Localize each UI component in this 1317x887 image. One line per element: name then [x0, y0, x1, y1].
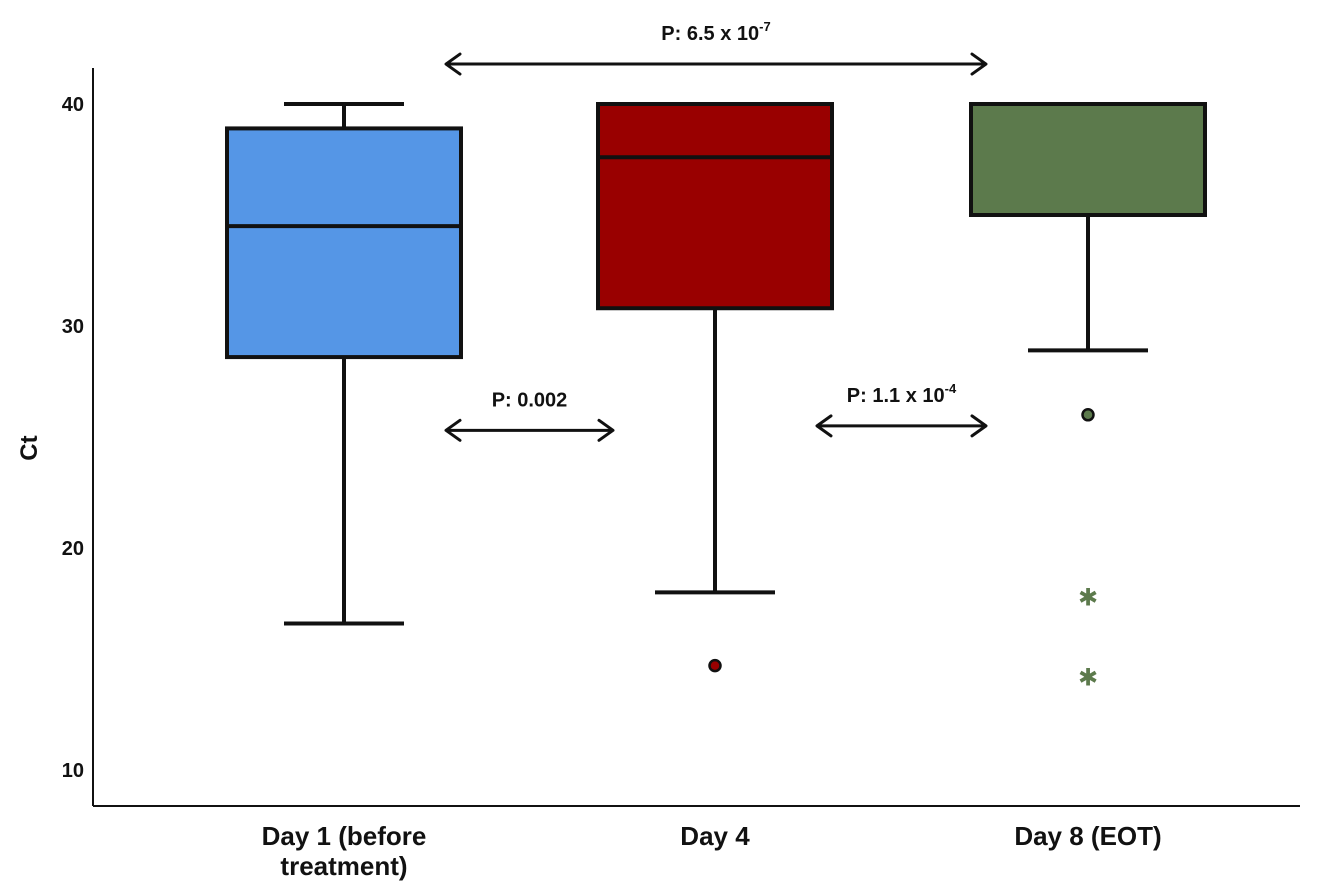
y-tick-label: 10 — [62, 760, 84, 782]
y-axis-title: Ct — [16, 435, 43, 460]
p-value-label: P: 6.5 x 10-7 — [661, 19, 770, 45]
box-iqr — [596, 102, 834, 311]
box-iqr — [969, 102, 1207, 217]
p-value-exponent: -4 — [945, 381, 957, 396]
x-category-label: Day 8 (EOT) — [1014, 821, 1161, 851]
p-value-label: P: 0.002 — [492, 389, 568, 411]
p-value-label: P: 1.1 x 10-4 — [847, 381, 957, 407]
box-group — [596, 102, 834, 673]
significance-arrow: P: 0.002 — [444, 389, 615, 442]
p-value-text: P: 6.5 x 10 — [661, 23, 759, 45]
p-value-exponent: -7 — [759, 19, 771, 34]
box-iqr — [225, 126, 463, 360]
boxes: ✱✱ — [225, 102, 1207, 692]
arrow-head-right — [970, 414, 988, 438]
x-category-label: Day 4 — [680, 821, 750, 851]
y-tick-label: 20 — [62, 538, 84, 560]
x-category-label: Day 1 (before — [262, 821, 427, 851]
box-group: ✱✱ — [969, 102, 1207, 692]
arrow-head-left — [444, 418, 462, 442]
p-value-text: P: 0.002 — [492, 389, 568, 411]
arrow-head-right — [597, 418, 615, 442]
significance-arrow: P: 6.5 x 10-7 — [444, 19, 988, 76]
outlier-point — [1081, 408, 1095, 422]
y-tick-label: 40 — [62, 94, 84, 116]
arrow-head-left — [815, 414, 833, 438]
x-category-label: treatment) — [280, 851, 407, 881]
extreme-point: ✱ — [1078, 584, 1098, 612]
arrow-head-right — [970, 52, 988, 76]
significance-arrow: P: 1.1 x 10-4 — [815, 381, 988, 438]
significance-annotations: P: 6.5 x 10-7 P: 0.002 P: 1.1 x 10-4 — [444, 19, 988, 442]
p-value-text: P: 1.1 x 10 — [847, 385, 945, 407]
y-tick-label: 30 — [62, 316, 84, 338]
arrow-head-left — [444, 52, 462, 76]
extreme-point: ✱ — [1078, 664, 1098, 692]
box-group — [225, 102, 463, 626]
outlier-point — [708, 658, 722, 673]
